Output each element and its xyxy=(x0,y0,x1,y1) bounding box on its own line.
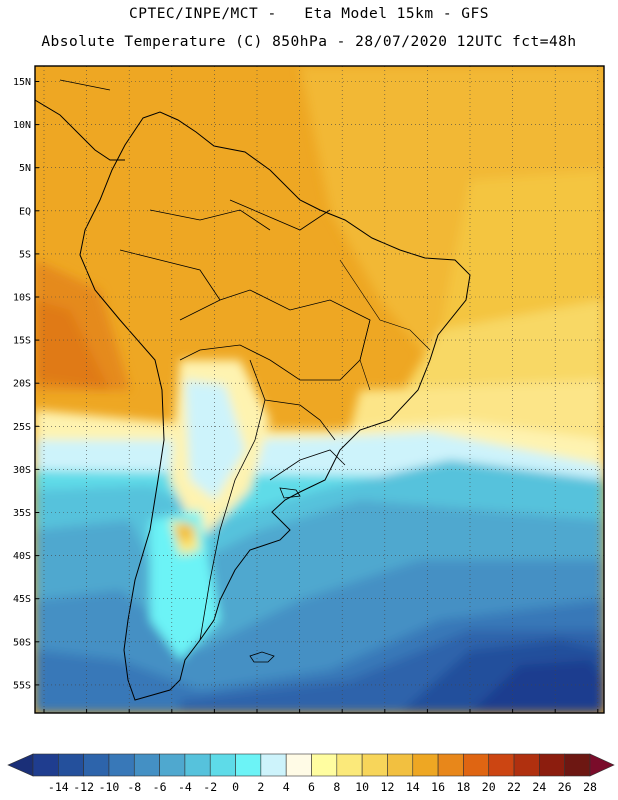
temperature-colorbar: -14 -12 -10 -8 -6 -4 -2 0 2 4 6 8 10 12 14 16 18 20 22 24 26… xyxy=(7,753,615,794)
colorbar-label: 26 xyxy=(558,780,572,794)
lat-tick-label: 5N xyxy=(19,163,31,174)
lat-tick-label: 50S xyxy=(13,637,31,648)
colorbar-swatch xyxy=(285,753,312,777)
colorbar-swatch xyxy=(361,753,388,777)
lat-tick-label: 25S xyxy=(13,422,31,433)
colorbar-swatch xyxy=(159,753,186,777)
chart-title-line2: Absolute Temperature (C) 850hPa - 28/07/… xyxy=(41,34,577,50)
colorbar-label: 12 xyxy=(381,780,395,794)
colorbar-swatch xyxy=(311,753,338,777)
colorbar-label: 2 xyxy=(257,780,264,794)
colorbar-swatch xyxy=(32,753,59,777)
colorbar-swatch xyxy=(437,753,464,777)
lon-tick-label: 45W xyxy=(376,719,395,720)
colorbar-swatch xyxy=(387,753,414,777)
lon-tick-label: 20W xyxy=(589,719,608,720)
colorbar-label: 20 xyxy=(482,780,496,794)
lat-tick-label: 45S xyxy=(13,594,31,605)
colorbar-swatch xyxy=(260,753,287,777)
lat-tick-label: 35S xyxy=(13,508,31,519)
lon-tick-label: 60W xyxy=(248,719,267,720)
lon-tick-label: 65W xyxy=(205,719,224,720)
lat-tick-label: 10N xyxy=(13,120,31,131)
lat-tick-label: 55S xyxy=(13,680,31,691)
colorbar-swatch xyxy=(564,753,591,777)
colorbar-under-arrow xyxy=(7,753,34,777)
lat-tick-label: 20S xyxy=(13,379,31,390)
colorbar-swatch xyxy=(83,753,110,777)
colorbar-label: 4 xyxy=(283,780,290,794)
map-border xyxy=(34,65,605,714)
colorbar-label: -6 xyxy=(153,780,167,794)
colorbar-swatch xyxy=(412,753,439,777)
lon-tick-label: 85W xyxy=(35,719,54,720)
colorbar-label: 10 xyxy=(355,780,369,794)
colorbar-label: -8 xyxy=(127,780,141,794)
colorbar-swatch xyxy=(184,753,211,777)
colorbar-label: 0 xyxy=(232,780,239,794)
colorbar-swatch xyxy=(513,753,540,777)
colorbar-swatch xyxy=(539,753,565,777)
lat-tick-label: EQ xyxy=(19,206,31,217)
lon-tick-label: 80W xyxy=(78,719,97,720)
colorbar-label: 16 xyxy=(431,780,445,794)
lat-tick-label: 5S xyxy=(19,249,31,260)
lat-tick-label: 30S xyxy=(13,465,31,476)
colorbar-label: -14 xyxy=(48,780,69,794)
colorbar-label: 28 xyxy=(583,780,597,794)
lon-tick-label: 35W xyxy=(461,719,480,720)
colorbar-swatch xyxy=(58,753,84,777)
lat-tick-label: 15N xyxy=(13,77,31,88)
colorbar-label: -12 xyxy=(73,780,94,794)
lat-tick-label: 15S xyxy=(13,336,31,347)
colorbar-swatch xyxy=(209,753,236,777)
colorbar-label: 22 xyxy=(507,780,521,794)
lon-tick-label: 30W xyxy=(504,719,523,720)
lat-tick-label: 10S xyxy=(13,293,31,304)
chart-title-line1: CPTEC/INPE/MCT - Eta Model 15km - GFS xyxy=(129,6,489,22)
colorbar-swatch xyxy=(463,753,490,777)
colorbar-swatch xyxy=(108,753,135,777)
colorbar-label: 8 xyxy=(333,780,340,794)
lon-tick-label: 75W xyxy=(120,719,139,720)
colorbar-label: 14 xyxy=(406,780,420,794)
colorbar-over-arrow xyxy=(589,753,615,777)
colorbar-label: -10 xyxy=(99,780,120,794)
lon-tick-label: 70W xyxy=(163,719,182,720)
lon-tick-label: 25W xyxy=(546,719,565,720)
colorbar-label: -2 xyxy=(203,780,217,794)
colorbar-swatch xyxy=(336,753,363,777)
temperature-map: 15N 10N 5N EQ 5S 10S 15S 20S 25S 30S 35S 40S 45S 50S 5… xyxy=(13,65,608,720)
colorbar-swatch xyxy=(133,753,160,777)
colorbar-label: 6 xyxy=(308,780,315,794)
map-graticule xyxy=(35,66,604,713)
lon-tick-label: 55W xyxy=(291,719,310,720)
latitude-axis: 15N 10N 5N EQ 5S 10S 15S 20S 25S 30S 35S 40S 45S 50S 5… xyxy=(13,77,39,691)
colorbar-label: 24 xyxy=(532,780,546,794)
lon-tick-label: 50W xyxy=(333,719,352,720)
colorbar-label: -4 xyxy=(178,780,192,794)
temperature-field xyxy=(35,66,604,713)
colorbar-label: 18 xyxy=(456,780,470,794)
longitude-axis: 85W 80W 75W 70W 65W 60W 55W 50W 45W 40W 35W 30W 25W 2… xyxy=(35,709,608,720)
colorbar-swatch xyxy=(235,753,262,777)
lat-tick-label: 40S xyxy=(13,551,31,562)
colorbar-swatch xyxy=(488,753,515,777)
lon-tick-label: 40W xyxy=(418,719,437,720)
south-america-coastline xyxy=(79,111,471,701)
